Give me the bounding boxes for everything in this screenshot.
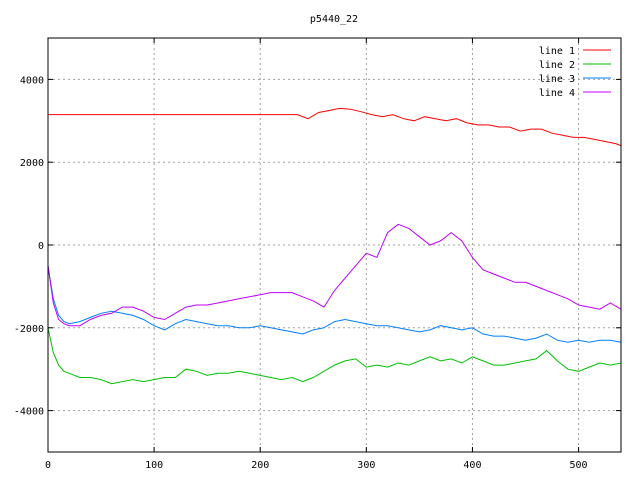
- x-tick-label: 300: [357, 460, 375, 471]
- axis-ticks: 0 100 200 300 400 500 -4000 -2000 0 2000 4000: [14, 38, 621, 471]
- y-tick-label: 2000: [20, 158, 44, 169]
- x-tick-label: 0: [45, 460, 51, 471]
- legend-label-2: line 2: [539, 60, 575, 71]
- series-line-1: [48, 107, 622, 147]
- legend-label-3: line 3: [539, 74, 575, 85]
- x-tick-label: 500: [570, 460, 588, 471]
- y-tick-label: 4000: [20, 75, 44, 86]
- series-line-3: [47, 265, 622, 343]
- plot-frame: [47, 37, 622, 453]
- series-line-2: [47, 327, 622, 385]
- legend-label-4: line 4: [539, 88, 575, 99]
- chart-title: p5440_22: [310, 14, 358, 25]
- x-tick-label: 200: [251, 460, 269, 471]
- x-tick-label: 100: [145, 460, 163, 471]
- grid: [48, 38, 621, 452]
- legend-label-1: line 1: [539, 46, 575, 57]
- x-tick-label: 400: [463, 460, 481, 471]
- y-tick-label: -2000: [14, 324, 44, 335]
- legend: line 1 line 2 line 3 line 4: [539, 46, 611, 99]
- series-lines: [47, 107, 622, 385]
- y-tick-label: 0: [38, 241, 44, 252]
- y-tick-label: -4000: [14, 407, 44, 418]
- series-line-4: [47, 223, 622, 327]
